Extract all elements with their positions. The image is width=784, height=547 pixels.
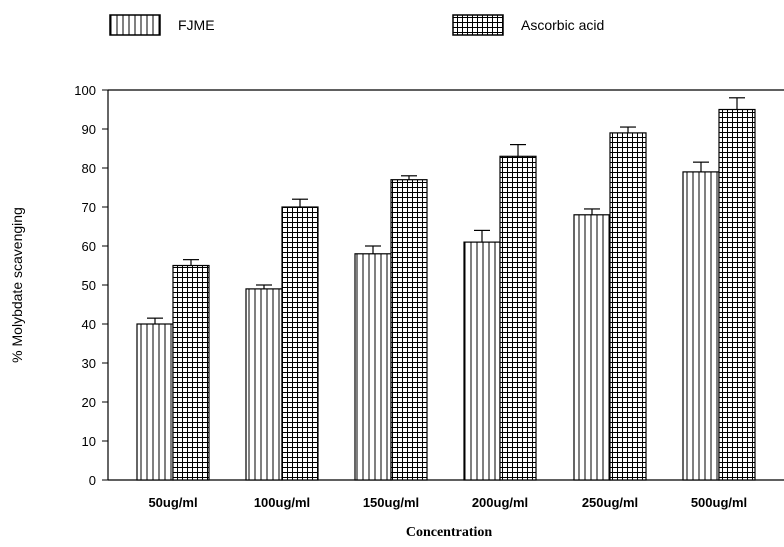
x-axis-tick-labels: 50ug/ml 100ug/ml 150ug/ml 200ug/ml 250ug/ml 5… <box>148 495 747 510</box>
x-tick-label: 50ug/ml <box>148 495 197 510</box>
y-tick-label: 0 <box>89 473 96 488</box>
bar-fjme <box>354 253 392 481</box>
bar-ascorbic-acid <box>718 108 756 481</box>
y-tick-label: 30 <box>82 356 96 371</box>
x-tick-label: 150ug/ml <box>363 495 419 510</box>
x-tick-label: 200ug/ml <box>472 495 528 510</box>
x-tick-label: 500ug/ml <box>691 495 747 510</box>
legend-label-fjme: FJME <box>178 17 215 33</box>
bar-fjme <box>463 241 501 481</box>
legend-swatch-ascorbic-acid <box>452 14 504 36</box>
y-tick-label: 10 <box>82 434 96 449</box>
bar-ascorbic-acid <box>390 179 428 481</box>
bar-fjme <box>245 288 283 481</box>
bar-fjme <box>573 214 611 481</box>
legend-label-ascorbic-acid: Ascorbic acid <box>521 17 604 33</box>
bar-ascorbic-acid <box>281 206 319 481</box>
y-axis-ticks: 0 10 20 30 40 50 60 70 80 90 100 <box>74 83 108 488</box>
bar-fjme <box>136 323 174 481</box>
x-tick-label: 100ug/ml <box>254 495 310 510</box>
x-tick-label: 250ug/ml <box>582 495 638 510</box>
y-tick-label: 70 <box>82 200 96 215</box>
y-tick-label: 40 <box>82 317 96 332</box>
y-tick-label: 60 <box>82 239 96 254</box>
y-tick-label: 90 <box>82 122 96 137</box>
x-axis-label: Concentration <box>406 525 493 540</box>
y-axis-label: % Molybdate scavenging <box>9 207 25 363</box>
bar-ascorbic-acid <box>609 132 647 481</box>
bar-ascorbic-acid <box>172 264 210 481</box>
legend-swatch-fjme <box>109 14 161 36</box>
y-tick-label: 20 <box>82 395 96 410</box>
y-tick-label: 80 <box>82 161 96 176</box>
y-tick-label: 50 <box>82 278 96 293</box>
y-tick-label: 100 <box>74 83 96 98</box>
bar-ascorbic-acid <box>499 155 537 481</box>
legend: FJME Ascorbic acid <box>109 14 604 36</box>
bar-fjme <box>682 171 720 481</box>
bars <box>136 97 756 481</box>
